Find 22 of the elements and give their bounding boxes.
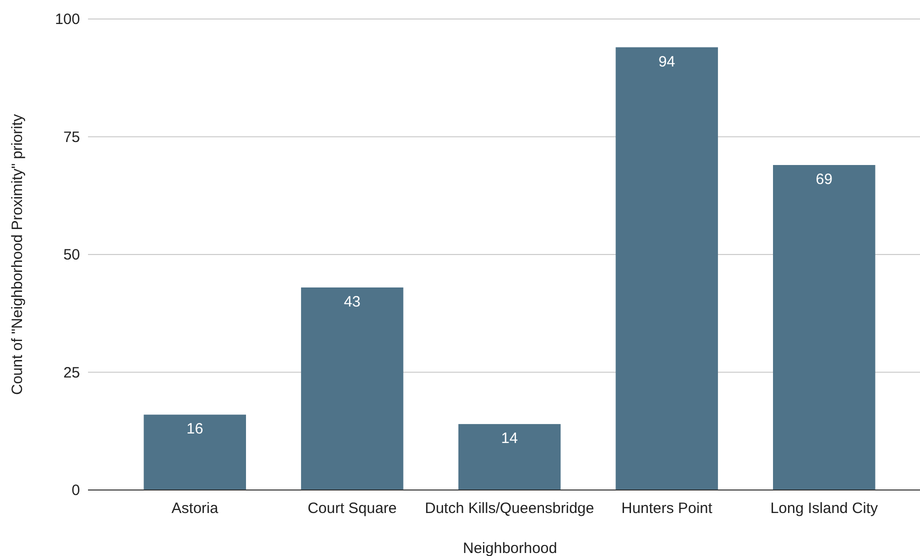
y-tick-label: 100: [54, 11, 80, 28]
y-tick-label: 25: [63, 364, 80, 382]
x-tick-label: Long Island City: [770, 500, 878, 517]
x-axis-title: Neighborhood: [462, 540, 558, 556]
x-tick-label: Hunters Point: [621, 500, 714, 517]
data-label: 14: [501, 430, 518, 448]
data-label: 94: [658, 53, 676, 70]
bar: [773, 165, 876, 490]
data-label: 43: [344, 293, 361, 310]
x-tick-label: Dutch Kills/Queensbridge: [424, 500, 594, 517]
data-label: 69: [816, 171, 832, 188]
x-tick-label: Astoria: [172, 500, 219, 517]
bar: [616, 47, 718, 490]
bar: [458, 424, 561, 490]
bar: [301, 287, 404, 490]
x-tick-label: Court Square: [308, 500, 397, 517]
y-axis-title: Count of "Neighborhood Proximity" priority: [9, 114, 26, 395]
bar: [144, 414, 246, 490]
y-tick-label: 50: [63, 246, 80, 264]
y-tick-label: 75: [63, 128, 80, 146]
y-tick-label: 0: [72, 482, 80, 499]
data-label: 16: [186, 420, 204, 438]
